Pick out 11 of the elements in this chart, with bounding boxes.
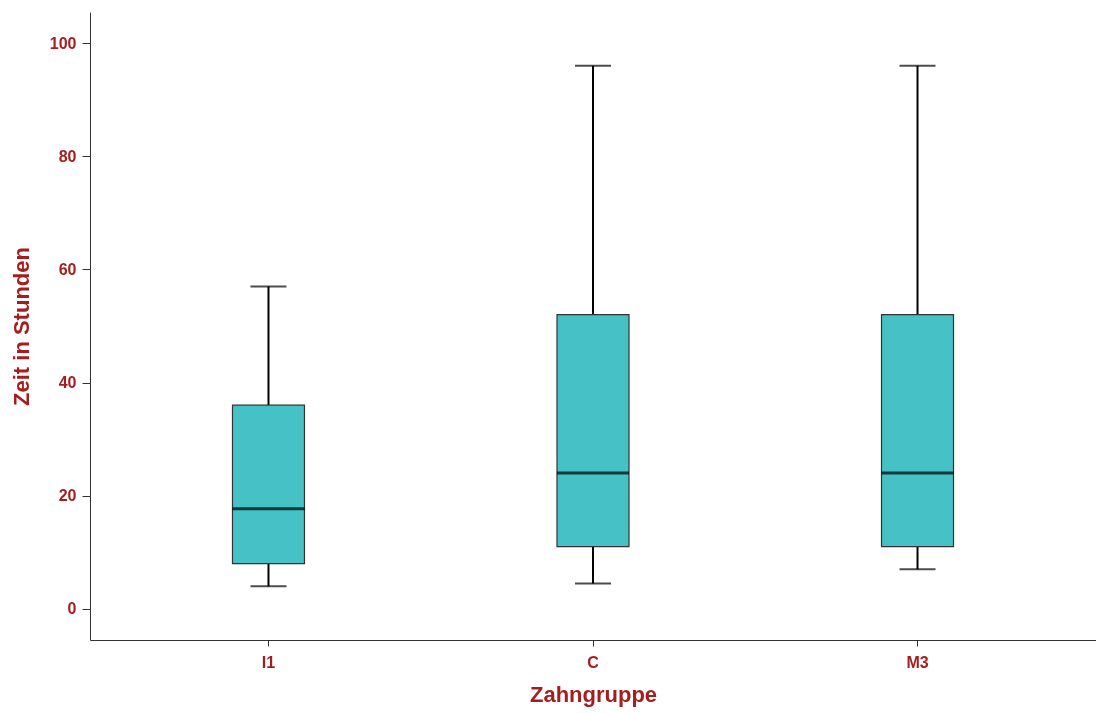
y-tick-label: 20	[58, 487, 77, 505]
y-axis-title: Zeit in Stunden	[8, 247, 34, 406]
x-tick-label: C	[587, 653, 600, 671]
x-tick-label: M3	[906, 653, 929, 671]
y-tick-label: 100	[49, 34, 77, 52]
y-tick-label: 60	[58, 260, 77, 278]
y-tick-label: 80	[58, 147, 77, 165]
x-tick-label: I1	[261, 653, 276, 671]
x-axis-title: Zahngruppe	[529, 681, 658, 707]
y-tick-label: 0	[67, 600, 77, 618]
y-tick-label: 40	[58, 374, 77, 392]
